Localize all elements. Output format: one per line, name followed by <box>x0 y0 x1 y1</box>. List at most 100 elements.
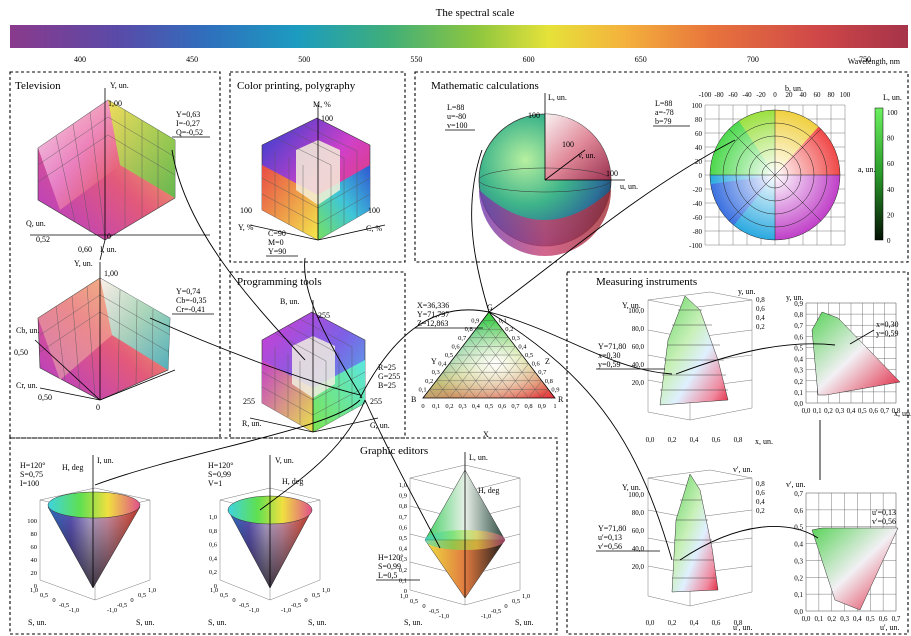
lab-disc-b-axis-label: b, un. <box>785 84 803 93</box>
cmy-cube: M, % 100 100 Y, % 100 C, % C=90 M=0 Y=90 <box>238 100 386 257</box>
hsv-s-axis-label-right: S, un. <box>308 618 326 627</box>
lab-sphere-lower <box>479 190 611 256</box>
xyz-left-tick: 0,4 <box>438 361 447 368</box>
leader-rgb-to-hsv <box>259 399 366 511</box>
xyz-bottom-tick: 0,5 <box>485 403 493 410</box>
uv_chart-x-tick: 0,4 <box>853 615 862 623</box>
spectrum-tick-label: 650 <box>635 55 647 64</box>
math-panel-frame <box>414 71 909 263</box>
hsl-base-ticks-left: 1,00,5 0 -0,5-1,0 <box>400 593 449 620</box>
lab-disc-spoke <box>774 174 822 222</box>
hsv-annotation: H=120° S=0,99 V=1 <box>208 461 234 488</box>
hsi-base-tick-left: -0,5 <box>59 602 69 609</box>
hsv-v-tick: 0,8 <box>209 528 217 535</box>
hsv-v-axis-label: V, un. <box>275 456 294 465</box>
hsi-base-tick-right: -1,0 <box>107 607 117 614</box>
luv-annot-v: v'=0,56 <box>598 542 622 551</box>
spectrum-unit: Wavelength, nm <box>848 57 901 66</box>
lab-bar-tick: 60 <box>887 160 895 168</box>
xyy-big-tick: 60,0 <box>632 343 645 351</box>
leader-xyz-to-xyy <box>488 311 673 375</box>
spectrum-tick-label: 550 <box>410 55 422 64</box>
xyy-annot-yy: y=0,59 <box>598 360 621 369</box>
xyy-depth-ticks: 0,80,60,40,2 <box>756 296 765 331</box>
lab-u-max: 100 <box>606 169 618 178</box>
luv-v-axis-label: v', un. <box>733 465 752 474</box>
rgb-cube-grid <box>261 318 366 424</box>
hsl-s-axis-label-left: S, un. <box>404 618 422 627</box>
xyz-left-tick: 0,2 <box>425 378 433 385</box>
yiq-cube: Y, un. 1,00 Q, un. 0,52 0 0,60 I, un. Y=… <box>26 81 210 261</box>
printing-panel-frame <box>229 71 406 263</box>
lab-disc-top-ticks: -100 -80 -60 -40 -20 0 20 40 60 80 100 <box>699 91 851 99</box>
uv-annot-u: u'=0,13 <box>872 508 896 517</box>
hsv-vertical-ticks: 1,0 0,8 0,6 0,4 0,2 0 <box>209 514 218 590</box>
yiq-q-axis-label: Q, un. <box>26 219 46 228</box>
hsi-v-tick: 40 <box>31 557 38 564</box>
lab-disc-left-tick: -20 <box>693 186 703 194</box>
hsi-annotation: H=120° S=0,75 I=100 <box>20 461 46 488</box>
xyz-right-tick: 0,8 <box>545 378 553 385</box>
xy_chart-x-tick: 0,3 <box>835 407 844 415</box>
lab-disc-top-tick: 100 <box>840 91 851 99</box>
xy-annot-x: x=0,30 <box>876 320 899 329</box>
hsl-v-tick: 0,4 <box>399 546 408 553</box>
lab-annot-v: v=100 <box>447 121 468 130</box>
hsi-i-axis-label: I, un. <box>97 456 114 465</box>
hsv-base-tick-right: 0,5 <box>312 592 320 599</box>
xyz-bottom-tick: 0,9 <box>538 403 546 410</box>
lab-disc-left-tick: -100 <box>689 242 702 250</box>
yiq-annot-y: Y=0,63 <box>176 110 200 119</box>
measuring-panel-frame <box>566 271 909 635</box>
spectrum-tick-label: 500 <box>298 55 310 64</box>
hsv-base-tick-right: 0 <box>304 597 307 604</box>
lab-disc-left-tick: 60 <box>695 130 703 138</box>
luv-x-tick: 0,2 <box>668 619 677 627</box>
xyy-depth-tick: 0,6 <box>756 305 765 313</box>
xy_chart-y-tick: 0,9 <box>794 300 803 308</box>
rgb-cube-face-left <box>262 360 313 432</box>
panel-title-graphic: Graphic editors <box>360 445 428 457</box>
luv-x-tick: 0,4 <box>690 619 699 627</box>
hsi-base-tick-right: 0,5 <box>138 592 146 599</box>
xyy-big-tick: 80,0 <box>632 325 645 333</box>
xyz-grid-line <box>469 337 516 399</box>
hsl-l-axis-label: L, un. <box>469 453 488 462</box>
hsi-v-tick: 0 <box>34 583 37 590</box>
xyz-left-tick: 0,1 <box>418 386 426 393</box>
lab-l-axis-label: L, un. <box>548 93 567 102</box>
hsl-v-tick: 0,8 <box>399 503 407 510</box>
hsv-base-tick-right: -0,5 <box>291 602 301 609</box>
ycbcr-cube: Y, un. 1,00 Cb, un. 0,50 Cr, un. 0,50 0 … <box>14 259 214 412</box>
spectrum-title: The spectral scale <box>436 7 515 19</box>
hsi-v-tick: 20 <box>31 570 38 577</box>
xyz-right-tick: 0,5 <box>525 352 533 359</box>
xyz-right-tick: 0,7 <box>538 369 547 376</box>
hsl-base-tick-right: 0 <box>504 603 507 610</box>
lab-disc-top-tick: 40 <box>800 91 808 99</box>
ycbcr-extra-axis <box>99 369 176 401</box>
panel-title-television: Television <box>15 80 61 92</box>
hsl-annot-l: L=0,5 <box>378 571 397 580</box>
hsi-v-tick: 80 <box>31 531 38 538</box>
graphic-panel-frame <box>9 437 558 635</box>
hsl-base-tick-right: -1,0 <box>481 613 491 620</box>
lab-disc-top-tick: 20 <box>786 91 794 99</box>
luv-big-tick: 60,0 <box>632 527 645 535</box>
ycbcr-cube-grid <box>39 285 171 399</box>
uv-chart-annotation: u'=0,13 v'=0,56 <box>872 508 896 526</box>
hsv-base-tick-left: 0 <box>232 597 235 604</box>
uv_chart-x-tick: 0,5 <box>866 615 875 623</box>
xyy-x-tick: 0,8 <box>734 436 743 444</box>
hsl-base-tick-left: -0,5 <box>429 608 439 615</box>
lab-disc-top-tick: -40 <box>742 91 752 99</box>
rgb-annot-r: R=25 <box>378 363 396 372</box>
leader-cmy-to-rgb <box>304 257 363 399</box>
spectral-scale: The spectral scale 400 450 500 550 600 650 700… <box>10 7 908 66</box>
hsi-base-tick-right: 1,0 <box>148 587 156 594</box>
hsl-h-axis-label: H, deg <box>478 486 499 495</box>
xyz-bottom-tick: 0 <box>421 403 424 410</box>
panel-title-programming: Programming tools <box>237 276 322 288</box>
xy_chart-y-tick: 0,6 <box>794 333 803 341</box>
lab-disc-top-tick: 60 <box>814 91 822 99</box>
